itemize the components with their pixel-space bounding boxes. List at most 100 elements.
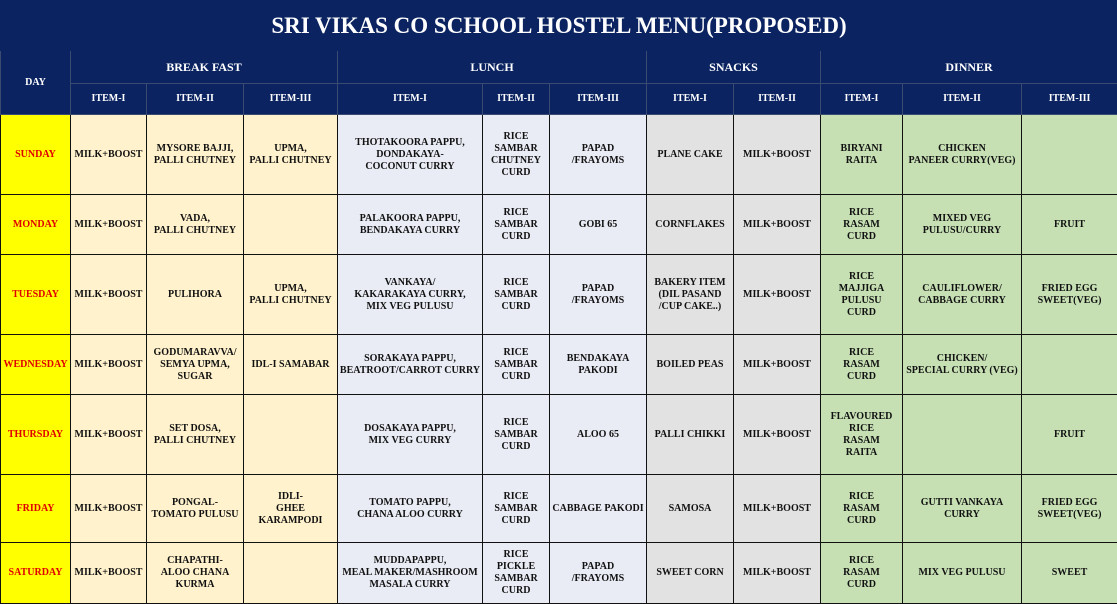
dinner-item-cell: SWEET <box>1022 543 1117 604</box>
day-cell: TUESDAY <box>1 255 71 335</box>
snacks-item-cell: BAKERY ITEM (DIL PASAND /CUP CAKE..) <box>647 255 734 335</box>
snacks-item-cell: MILK+BOOST <box>734 335 821 395</box>
lunch-item-cell: RICE SAMBAR CURD <box>483 195 550 255</box>
snacks-item-cell: MILK+BOOST <box>734 395 821 475</box>
lunch-item-cell: RICE SAMBAR CURD <box>483 395 550 475</box>
lunch-item-cell: RICE PICKLE SAMBAR CURD <box>483 543 550 604</box>
dinner-item-cell: FLAVOURED RICE RASAM RAITA <box>821 395 903 475</box>
lunch-item-cell: BENDAKAYA PAKODI <box>550 335 647 395</box>
lunch-item-header: ITEM-I <box>338 84 483 115</box>
day-cell: SATURDAY <box>1 543 71 604</box>
breakfast-item-cell: MILK+BOOST <box>71 115 147 195</box>
snacks-item-header: ITEM-II <box>734 84 821 115</box>
dinner-item-cell: RICE RASAM CURD <box>821 335 903 395</box>
day-cell: SUNDAY <box>1 115 71 195</box>
day-cell: WEDNESDAY <box>1 335 71 395</box>
breakfast-item-cell: UPMA, PALLI CHUTNEY <box>244 115 338 195</box>
day-cell: MONDAY <box>1 195 71 255</box>
dinner-item-cell: FRIED EGG SWEET(VEG) <box>1022 475 1117 543</box>
dinner-item-cell: CAULIFLOWER/ CABBAGE CURRY <box>903 255 1022 335</box>
dinner-item-cell: GUTTI VANKAYA CURRY <box>903 475 1022 543</box>
breakfast-item-cell: IDLI- GHEE KARAMPODI <box>244 475 338 543</box>
breakfast-item-cell: MYSORE BAJJI, PALLI CHUTNEY <box>147 115 244 195</box>
breakfast-item-cell <box>244 395 338 475</box>
lunch-item-cell: RICE SAMBAR CHUTNEY CURD <box>483 115 550 195</box>
lunch-item-cell: SORAKAYA PAPPU, BEATROOT/CARROT CURRY <box>338 335 483 395</box>
dinner-item-cell: RICE MAJJIGA PULUSU CURD <box>821 255 903 335</box>
dinner-item-cell: FRUIT <box>1022 395 1117 475</box>
snacks-item-cell: PLANE CAKE <box>647 115 734 195</box>
dinner-item-header: ITEM-III <box>1022 84 1117 115</box>
snacks-item-cell: SWEET CORN <box>647 543 734 604</box>
snacks-item-cell: BOILED PEAS <box>647 335 734 395</box>
dinner-item-cell: CHICKEN PANEER CURRY(VEG) <box>903 115 1022 195</box>
snacks-item-cell: MILK+BOOST <box>734 195 821 255</box>
lunch-item-cell: VANKAYA/ KAKARAKAYA CURRY, MIX VEG PULUS… <box>338 255 483 335</box>
dinner-item-cell: MIX VEG PULUSU <box>903 543 1022 604</box>
dinner-item-cell <box>1022 335 1117 395</box>
dinner-item-header: ITEM-II <box>903 84 1022 115</box>
breakfast-item-header: ITEM-II <box>147 84 244 115</box>
snacks-item-cell: MILK+BOOST <box>734 115 821 195</box>
breakfast-header: BREAK FAST <box>71 51 338 84</box>
breakfast-item-cell <box>244 195 338 255</box>
dinner-item-header: ITEM-I <box>821 84 903 115</box>
breakfast-item-cell: MILK+BOOST <box>71 543 147 604</box>
breakfast-item-cell: MILK+BOOST <box>71 395 147 475</box>
lunch-item-cell: GOBI 65 <box>550 195 647 255</box>
dinner-item-cell: RICE RASAM CURD <box>821 543 903 604</box>
snacks-item-cell: MILK+BOOST <box>734 255 821 335</box>
dinner-header: DINNER <box>821 51 1117 84</box>
dinner-item-cell: FRUIT <box>1022 195 1117 255</box>
lunch-item-cell: PAPAD /FRAYOMS <box>550 255 647 335</box>
lunch-item-header: ITEM-III <box>550 84 647 115</box>
day-cell: FRIDAY <box>1 475 71 543</box>
breakfast-item-cell <box>244 543 338 604</box>
lunch-item-cell: RICE SAMBAR CURD <box>483 255 550 335</box>
lunch-item-cell: PAPAD /FRAYOMS <box>550 543 647 604</box>
lunch-item-cell: DOSAKAYA PAPPU, MIX VEG CURRY <box>338 395 483 475</box>
lunch-item-cell: CABBAGE PAKODI <box>550 475 647 543</box>
snacks-item-cell: SAMOSA <box>647 475 734 543</box>
snacks-item-cell: MILK+BOOST <box>734 543 821 604</box>
snacks-item-cell: MILK+BOOST <box>734 475 821 543</box>
lunch-item-cell: ALOO 65 <box>550 395 647 475</box>
breakfast-item-cell: MILK+BOOST <box>71 195 147 255</box>
snacks-item-cell: CORNFLAKES <box>647 195 734 255</box>
breakfast-item-cell: MILK+BOOST <box>71 335 147 395</box>
snacks-item-header: ITEM-I <box>647 84 734 115</box>
day-cell: THURSDAY <box>1 395 71 475</box>
menu-title: SRI VIKAS CO SCHOOL HOSTEL MENU(PROPOSED… <box>1 1 1117 51</box>
breakfast-item-cell: MILK+BOOST <box>71 475 147 543</box>
lunch-item-header: ITEM-II <box>483 84 550 115</box>
breakfast-item-cell: CHAPATHI- ALOO CHANA KURMA <box>147 543 244 604</box>
lunch-item-cell: RICE SAMBAR CURD <box>483 335 550 395</box>
dinner-item-cell: MIXED VEG PULUSU/CURRY <box>903 195 1022 255</box>
lunch-item-cell: RICE SAMBAR CURD <box>483 475 550 543</box>
snacks-header: SNACKS <box>647 51 821 84</box>
dinner-item-cell: FRIED EGG SWEET(VEG) <box>1022 255 1117 335</box>
breakfast-item-header: ITEM-I <box>71 84 147 115</box>
breakfast-item-cell: VADA, PALLI CHUTNEY <box>147 195 244 255</box>
lunch-header: LUNCH <box>338 51 647 84</box>
dinner-item-cell <box>903 395 1022 475</box>
dinner-item-cell: CHICKEN/ SPECIAL CURRY (VEG) <box>903 335 1022 395</box>
lunch-item-cell: PALAKOORA PAPPU, BENDAKAYA CURRY <box>338 195 483 255</box>
lunch-item-cell: MUDDAPAPPU, MEAL MAKER/MASHROOM MASALA C… <box>338 543 483 604</box>
breakfast-item-header: ITEM-III <box>244 84 338 115</box>
dinner-item-cell: BIRYANI RAITA <box>821 115 903 195</box>
breakfast-item-cell: UPMA, PALLI CHUTNEY <box>244 255 338 335</box>
day-header: DAY <box>1 51 71 115</box>
dinner-item-cell <box>1022 115 1117 195</box>
breakfast-item-cell: PONGAL- TOMATO PULUSU <box>147 475 244 543</box>
lunch-item-cell: TOMATO PAPPU, CHANA ALOO CURRY <box>338 475 483 543</box>
dinner-item-cell: RICE RASAM CURD <box>821 195 903 255</box>
dinner-item-cell: RICE RASAM CURD <box>821 475 903 543</box>
lunch-item-cell: THOTAKOORA PAPPU, DONDAKAYA- COCONUT CUR… <box>338 115 483 195</box>
